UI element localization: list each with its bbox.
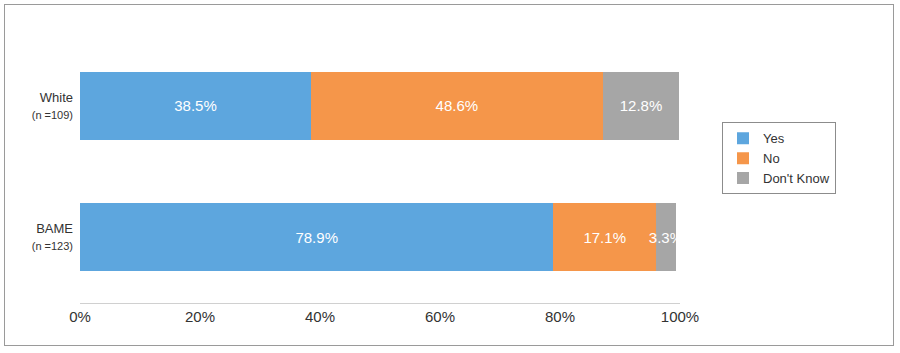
svg-text:38.5%: 38.5% xyxy=(174,97,217,114)
svg-text:Yes: Yes xyxy=(763,131,785,146)
svg-text:40%: 40% xyxy=(305,308,335,325)
svg-text:48.6%: 48.6% xyxy=(436,97,479,114)
svg-text:60%: 60% xyxy=(425,308,455,325)
svg-text:No: No xyxy=(763,151,780,166)
svg-text:78.9%: 78.9% xyxy=(295,229,338,246)
svg-text:White(n =109): White(n =109) xyxy=(32,90,73,121)
svg-text:80%: 80% xyxy=(545,308,575,325)
svg-text:3.3%: 3.3% xyxy=(649,229,683,246)
svg-text:0%: 0% xyxy=(69,308,91,325)
svg-text:Don't Know: Don't Know xyxy=(763,171,830,186)
svg-text:17.1%: 17.1% xyxy=(583,229,626,246)
svg-text:100%: 100% xyxy=(661,308,699,325)
svg-text:12.8%: 12.8% xyxy=(620,97,663,114)
svg-text:20%: 20% xyxy=(185,308,215,325)
svg-text:BAME(n =123): BAME(n =123) xyxy=(32,221,74,252)
